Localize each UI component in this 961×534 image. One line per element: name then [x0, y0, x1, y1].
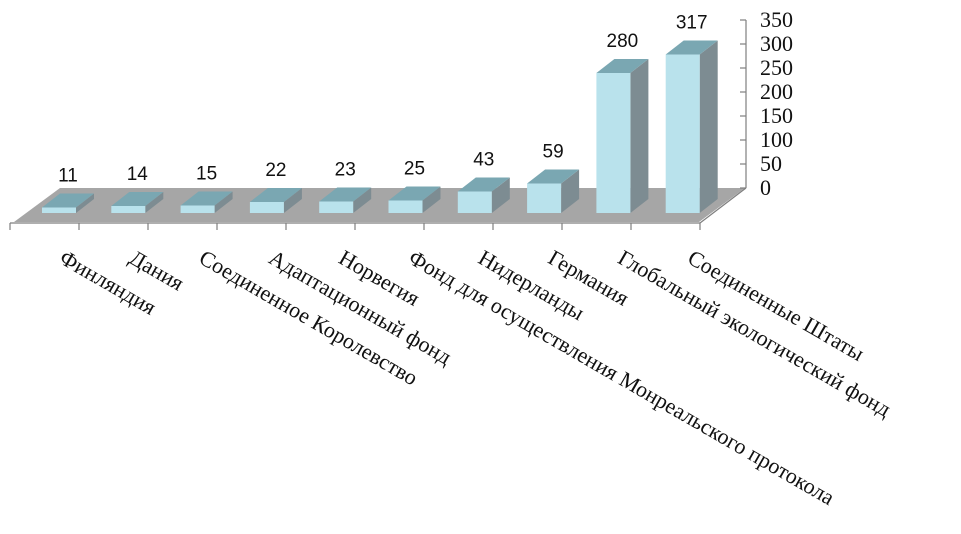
bars-layer	[42, 40, 718, 213]
bar-top	[665, 40, 718, 55]
y-tick-label: 250	[760, 55, 793, 80]
bar-side	[145, 192, 164, 213]
data-label: 15	[196, 164, 217, 185]
y-tick-label: 350	[760, 7, 793, 32]
bar-side	[76, 193, 94, 213]
bar-side	[214, 191, 233, 213]
y-tick-label: 100	[760, 127, 793, 152]
bar-side	[630, 59, 649, 213]
bar-top	[42, 193, 94, 208]
data-labels-layer: 11 14 15 22 23 25 43 59 280 317	[58, 13, 707, 187]
bar-top	[457, 177, 510, 192]
bar-top	[527, 169, 580, 184]
bar-top	[319, 187, 372, 202]
bar	[249, 188, 302, 213]
data-label: 25	[404, 159, 425, 180]
bar-side	[699, 40, 718, 213]
bar-top	[388, 186, 441, 201]
bar-side	[491, 177, 510, 213]
data-label: 280	[607, 31, 639, 52]
bar-front	[42, 207, 76, 213]
data-label: 59	[543, 142, 564, 163]
bar-top	[180, 191, 233, 206]
bar-front	[249, 202, 284, 213]
bar	[42, 193, 94, 213]
y-tick-label: 150	[760, 103, 793, 128]
bar	[180, 191, 233, 213]
data-label: 22	[265, 160, 286, 181]
bar-front	[527, 183, 562, 213]
bar-side	[561, 169, 580, 213]
bar	[319, 187, 372, 213]
y-tick-label: 200	[760, 79, 793, 104]
bar	[388, 186, 441, 213]
data-label: 317	[676, 13, 708, 34]
bar-front	[665, 54, 700, 213]
bar-top	[596, 59, 649, 73]
data-label: 23	[335, 160, 356, 181]
bar-side	[422, 186, 441, 213]
bar-side	[353, 187, 372, 213]
data-label: 43	[473, 150, 494, 171]
bar-top	[249, 188, 302, 202]
bar	[665, 40, 718, 213]
bar-front	[111, 206, 146, 213]
bar-top	[111, 192, 164, 206]
bar-side	[283, 188, 302, 213]
bar-front	[319, 201, 354, 213]
y-tick-label: 50	[760, 151, 782, 176]
bar-front	[457, 191, 492, 213]
floor-edge-line	[699, 187, 747, 224]
bar-front	[388, 200, 423, 213]
y-tick-label: 0	[760, 175, 771, 200]
bar	[527, 169, 580, 213]
data-label: 11	[58, 166, 78, 187]
bar	[111, 192, 164, 213]
bar-front	[180, 205, 215, 213]
y-tick-label: 300	[760, 31, 793, 56]
bar-front	[596, 73, 631, 213]
bar	[596, 59, 649, 213]
data-label: 14	[127, 164, 149, 185]
bar	[457, 177, 510, 213]
